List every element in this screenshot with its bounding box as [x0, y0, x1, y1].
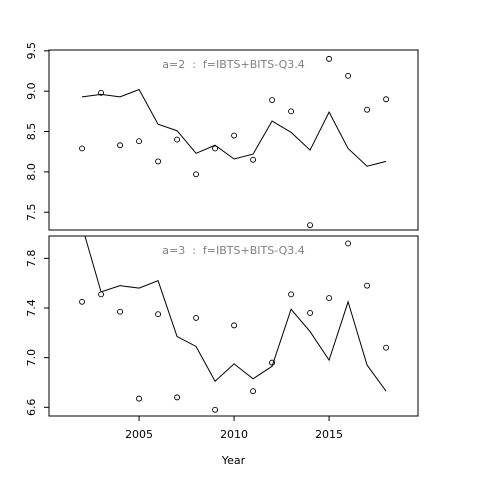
point [174, 136, 181, 143]
panel-title: a=3 : f=IBTS+BITS-Q3.4 [162, 244, 304, 257]
point [250, 156, 257, 163]
point [193, 171, 200, 178]
point [212, 406, 219, 413]
point [345, 72, 352, 79]
x-tick-label: 2010 [220, 428, 248, 441]
x-tick-label: 2015 [315, 428, 343, 441]
point [288, 291, 295, 298]
point [231, 132, 238, 139]
plot-frame [48, 49, 419, 231]
plot-area [79, 236, 390, 413]
point [79, 145, 86, 152]
y-tick-label: 8.0 [25, 163, 38, 181]
point [250, 388, 257, 395]
point [174, 394, 181, 401]
point [98, 89, 105, 96]
panel-title: a=2 : f=IBTS+BITS-Q3.4 [162, 58, 304, 71]
point [117, 142, 124, 149]
y-tick-label: 9.0 [25, 82, 38, 100]
y-tick-label: 7.5 [25, 203, 38, 221]
point [383, 344, 390, 351]
x-axis-label: Year [221, 454, 246, 467]
point [288, 108, 295, 115]
point [269, 97, 276, 103]
y-tick-label: 8.5 [25, 123, 38, 141]
point [307, 222, 314, 229]
point [155, 311, 162, 318]
line [81, 88, 387, 167]
line [84, 236, 387, 392]
point [364, 282, 371, 289]
point [117, 308, 124, 315]
point [136, 138, 143, 145]
y-tick-label: 7.4 [25, 299, 38, 317]
point [364, 106, 371, 113]
point [155, 158, 162, 165]
point [231, 322, 238, 329]
point [212, 145, 219, 152]
y-tick-label: 7.8 [25, 250, 38, 268]
plot-area [79, 55, 390, 229]
point [326, 55, 333, 62]
y-tick-label: 7.0 [25, 349, 38, 367]
point [307, 310, 314, 316]
point [79, 298, 86, 305]
point [345, 240, 352, 247]
point [193, 314, 200, 321]
point [383, 96, 390, 103]
y-tick-label: 6.6 [25, 399, 38, 417]
x-tick-label: 2005 [125, 428, 153, 441]
y-tick-label: 9.5 [25, 42, 38, 60]
plot-frame [48, 235, 419, 417]
point [136, 395, 143, 402]
point [326, 295, 333, 302]
